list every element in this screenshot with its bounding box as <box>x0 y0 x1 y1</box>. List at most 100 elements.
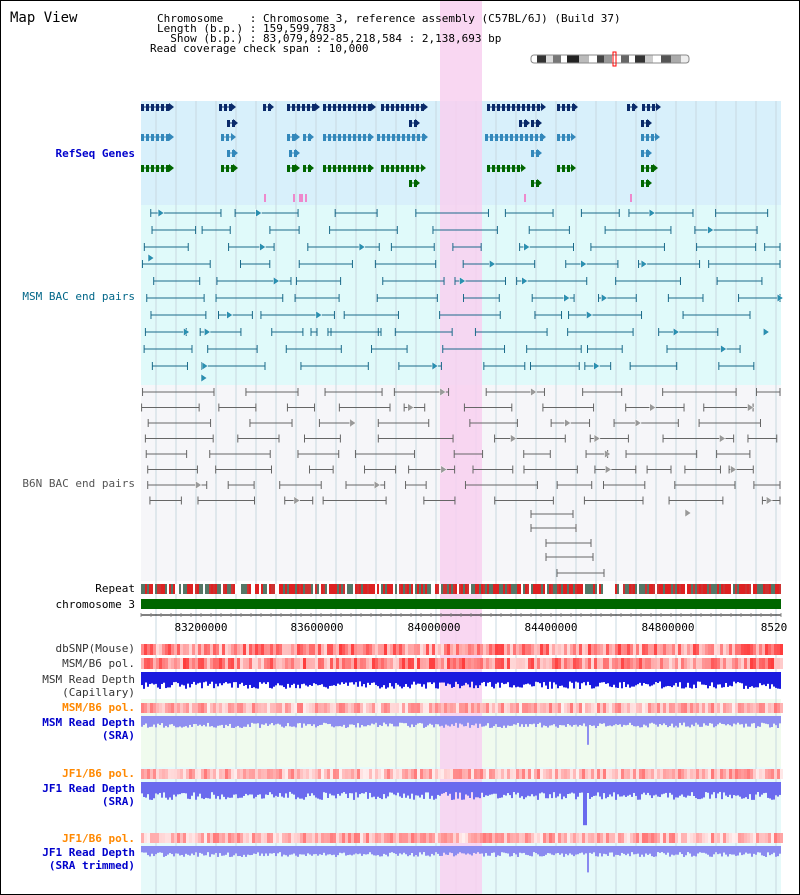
jf1-b6-pol-2-strip <box>573 833 576 843</box>
msm-b6-pol-strip <box>552 658 555 669</box>
msm-capillary-depth-bar <box>531 672 533 687</box>
msm-b6-pol-2-strip <box>273 703 276 713</box>
msm-sra-depth-bar <box>169 716 171 725</box>
jf1-trimmed-depth-bar <box>581 846 583 853</box>
refseq-gene-mid-exon <box>227 150 230 157</box>
msm-b6-pol-strip <box>339 658 342 669</box>
jf1-b6-pol-strip <box>642 769 645 779</box>
jf1-sra-depth-bar <box>451 782 453 800</box>
jf1-sra-depth-bar <box>511 782 513 799</box>
jf1-b6-pol-strip <box>168 769 171 779</box>
msm-b6-pol-2-strip <box>627 703 630 713</box>
msm-b6-pol-2-strip <box>705 703 708 713</box>
dbsnp-strip <box>213 644 216 655</box>
msm-b6-pol-strip <box>768 658 771 669</box>
repeat-segment <box>169 584 171 594</box>
msm-capillary-depth-bar <box>493 672 495 689</box>
jf1-sra-depth-bar <box>585 782 587 826</box>
refseq-gene-mid-arrow <box>541 133 546 141</box>
msm-capillary-depth-bar <box>185 672 187 689</box>
jf1-sra-depth-bar <box>687 782 689 796</box>
jf1-b6-pol-2-strip <box>405 833 408 843</box>
ideogram-band <box>546 55 553 63</box>
msm-b6-pol-2-strip <box>744 703 747 713</box>
msm-b6-pol-strip <box>708 658 711 669</box>
chromosome-bar <box>141 599 781 609</box>
jf1-sra-depth-bar <box>711 782 713 795</box>
msm-capillary-depth-bar <box>279 672 281 686</box>
jf1-sra-depth-bar <box>245 782 247 794</box>
jf1-sra-depth-bar <box>171 782 173 800</box>
dbsnp-strip <box>216 644 219 655</box>
repeat-segment <box>637 584 639 594</box>
msm-capillary-depth-bar <box>751 672 753 687</box>
dbsnp-strip <box>537 644 540 655</box>
jf1-trimmed-depth-bar <box>423 846 425 853</box>
msm-capillary-depth-bar <box>237 672 239 688</box>
msm-capillary-depth-bar <box>219 672 221 684</box>
dbsnp-strip <box>699 644 702 655</box>
jf1-trimmed-depth-bar <box>687 846 689 853</box>
msm-b6-pol-strip <box>627 658 630 669</box>
msm-capillary-depth-bar <box>153 672 155 685</box>
repeat-segment <box>153 584 155 594</box>
jf1-trimmed-depth-bar <box>743 846 745 855</box>
jf1-sra-depth-bar <box>543 782 545 794</box>
jf1-sra-depth-bar <box>609 782 611 795</box>
jf1-b6-pol-2-strip <box>324 833 327 843</box>
jf1-sra-depth-bar <box>193 782 195 793</box>
jf1-b6-pol-2-strip <box>474 833 477 843</box>
repeat-segment <box>221 584 223 594</box>
jf1-b6-pol-2-strip <box>477 833 480 843</box>
msm-sra-depth-bar <box>441 716 443 726</box>
jf1-trimmed-depth-bar <box>611 846 613 853</box>
msm-sra-depth-bar <box>489 716 491 728</box>
jf1-sra-depth-bar <box>257 782 259 795</box>
msm-b6-pol-2-strip <box>699 703 702 713</box>
repeat-segment <box>407 584 409 594</box>
refseq-gene-dark-exon <box>531 120 534 127</box>
jf1-sra-depth-bar <box>471 782 473 793</box>
jf1-sra-depth-bar <box>239 782 241 798</box>
jf1-sra-depth-bar <box>191 782 193 796</box>
jf1-trimmed-depth-bar <box>701 846 703 853</box>
msm-b6-pol-strip <box>744 658 747 669</box>
jf1-b6-pol-2-strip <box>495 833 498 843</box>
msm-b6-pol-2-strip <box>615 703 618 713</box>
jf1-trimmed-depth-bar <box>415 846 417 855</box>
jf1-trimmed-depth-bar <box>255 846 257 854</box>
msm-sra-depth-bar <box>745 716 747 724</box>
jf1-trimmed-depth-bar <box>217 846 219 857</box>
msm-capillary-depth-bar <box>623 672 625 682</box>
msm-sra-depth-bar <box>741 716 743 725</box>
msm-sra-depth-bar <box>245 716 247 727</box>
msm-sra-depth-bar <box>313 716 315 725</box>
jf1-trimmed-depth-bar <box>543 846 545 857</box>
jf1-b6-pol-2-strip <box>321 833 324 843</box>
msm-sra-depth-bar <box>753 716 755 724</box>
msm-capillary-depth-bar <box>485 672 487 687</box>
msm-b6-pol-2-strip <box>669 703 672 713</box>
jf1-b6-pol-strip <box>774 769 777 779</box>
jf1-trimmed-depth-bar <box>567 846 569 856</box>
jf1-b6-pol-2-strip <box>633 833 636 843</box>
refseq-gene-dark-exon <box>642 104 645 111</box>
msm-capillary-depth-bar <box>421 672 423 687</box>
jf1-b6-pol-2-strip <box>360 833 363 843</box>
repeat-segment <box>767 584 769 594</box>
jf1-trimmed-depth-bar <box>185 846 187 854</box>
refseq-gene-green-arrow <box>647 179 652 187</box>
jf1-sra-depth-bar <box>149 782 151 800</box>
jf1-trimmed-depth-bar <box>289 846 291 855</box>
jf1-b6-pol-2-strip <box>618 833 621 843</box>
jf1-sra-depth-bar <box>467 782 469 796</box>
msm-b6-pol-2-strip <box>594 703 597 713</box>
repeat-segment <box>719 584 721 594</box>
repeat-segment <box>777 584 779 594</box>
jf1-trimmed-depth-bar <box>679 846 681 853</box>
jf1-b6-pol-strip <box>534 769 537 779</box>
dbsnp-strip <box>318 644 321 655</box>
msm-capillary-depth-bar <box>359 672 361 682</box>
msm-capillary-depth-bar <box>667 672 669 686</box>
